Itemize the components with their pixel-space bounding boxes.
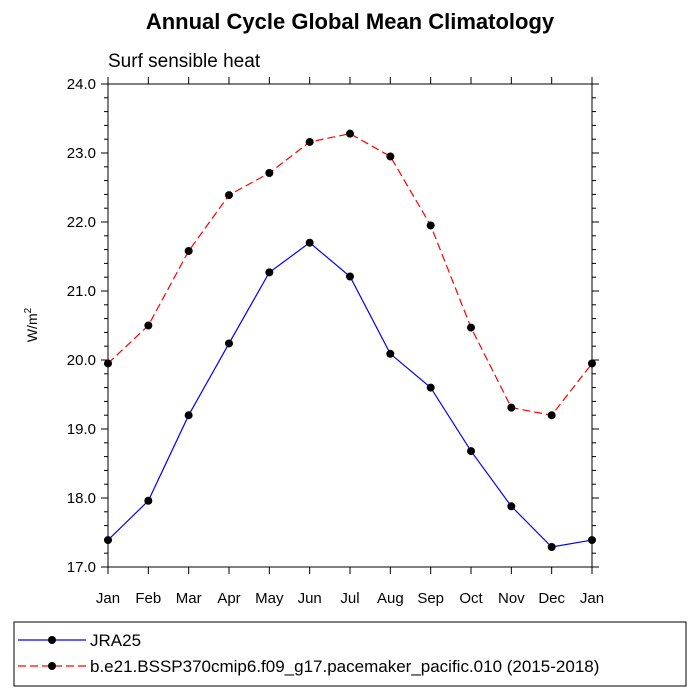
y-tick-label: 23.0 xyxy=(67,145,96,162)
data-point xyxy=(225,191,233,200)
data-point xyxy=(386,152,395,161)
x-tick-label: Oct xyxy=(459,590,483,607)
data-point xyxy=(547,411,556,420)
chart-title: Annual Cycle Global Mean Climatology xyxy=(146,9,555,34)
data-point xyxy=(144,496,153,505)
data-point xyxy=(305,238,314,247)
legend-label-0: JRA25 xyxy=(90,631,141,650)
data-point xyxy=(104,359,112,368)
x-tick-label: Mar xyxy=(176,590,202,607)
legend: JRA25 b.e21.BSSP370cmip6.f09_g17.pacemake… xyxy=(18,631,599,676)
data-point xyxy=(346,129,354,138)
x-tick-label: Jan xyxy=(580,590,604,607)
data-point xyxy=(305,137,314,146)
axes: 17.0 18.0 19.0 20.0 21.0 22.0 23.0 24.0 Jan Feb Ma… xyxy=(67,76,604,607)
legend-marker-1 xyxy=(48,662,56,670)
data-point xyxy=(184,246,193,255)
series-layer xyxy=(104,129,596,551)
x-tick-label: Jun xyxy=(298,590,322,607)
data-point xyxy=(467,323,475,332)
x-tick-label: May xyxy=(255,590,284,607)
x-tick-label: Nov xyxy=(498,590,525,607)
x-tick-label: Sep xyxy=(417,590,444,607)
data-point xyxy=(547,542,556,551)
data-point xyxy=(225,339,233,348)
y-tick-label: 17.0 xyxy=(67,559,96,576)
y-tick-label: 22.0 xyxy=(67,214,96,231)
y-tick-label: 20.0 xyxy=(67,352,96,369)
data-point xyxy=(588,359,596,368)
y-tick-label: 18.0 xyxy=(67,490,96,507)
y-tick-label: 19.0 xyxy=(67,421,96,438)
x-tick-label: Feb xyxy=(135,590,161,607)
y-axis-label-sup: 2 xyxy=(23,307,34,313)
data-point xyxy=(346,272,354,281)
data-point xyxy=(386,349,395,358)
data-point xyxy=(104,536,112,545)
x-tick-label: Jul xyxy=(340,590,359,607)
y-tick-label: 24.0 xyxy=(67,76,96,93)
x-tick-label: Apr xyxy=(217,590,240,607)
data-point xyxy=(426,221,435,230)
data-point xyxy=(467,447,475,456)
x-tick-label: Dec xyxy=(538,590,565,607)
x-tick-label: Jan xyxy=(96,590,120,607)
data-point xyxy=(184,411,193,420)
data-point xyxy=(507,403,516,412)
data-point xyxy=(507,502,516,511)
legend-label-1: b.e21.BSSP370cmip6.f09_g17.pacemaker_pac… xyxy=(90,657,599,676)
plot-frame xyxy=(107,83,593,568)
legend-box xyxy=(13,621,687,687)
series-line-0 xyxy=(107,241,593,548)
y-axis-label: W/m2 xyxy=(23,307,40,342)
data-point xyxy=(265,268,274,277)
x-tick-label: Aug xyxy=(377,590,404,607)
y-axis-label-base: W/m xyxy=(24,313,40,342)
data-point xyxy=(144,321,153,330)
data-point xyxy=(426,383,435,392)
y-tick-label: 21.0 xyxy=(67,283,96,300)
chart-subtitle: Surf sensible heat xyxy=(108,51,261,72)
data-point xyxy=(588,536,596,545)
legend-marker-0 xyxy=(48,636,56,644)
data-point xyxy=(265,169,274,178)
